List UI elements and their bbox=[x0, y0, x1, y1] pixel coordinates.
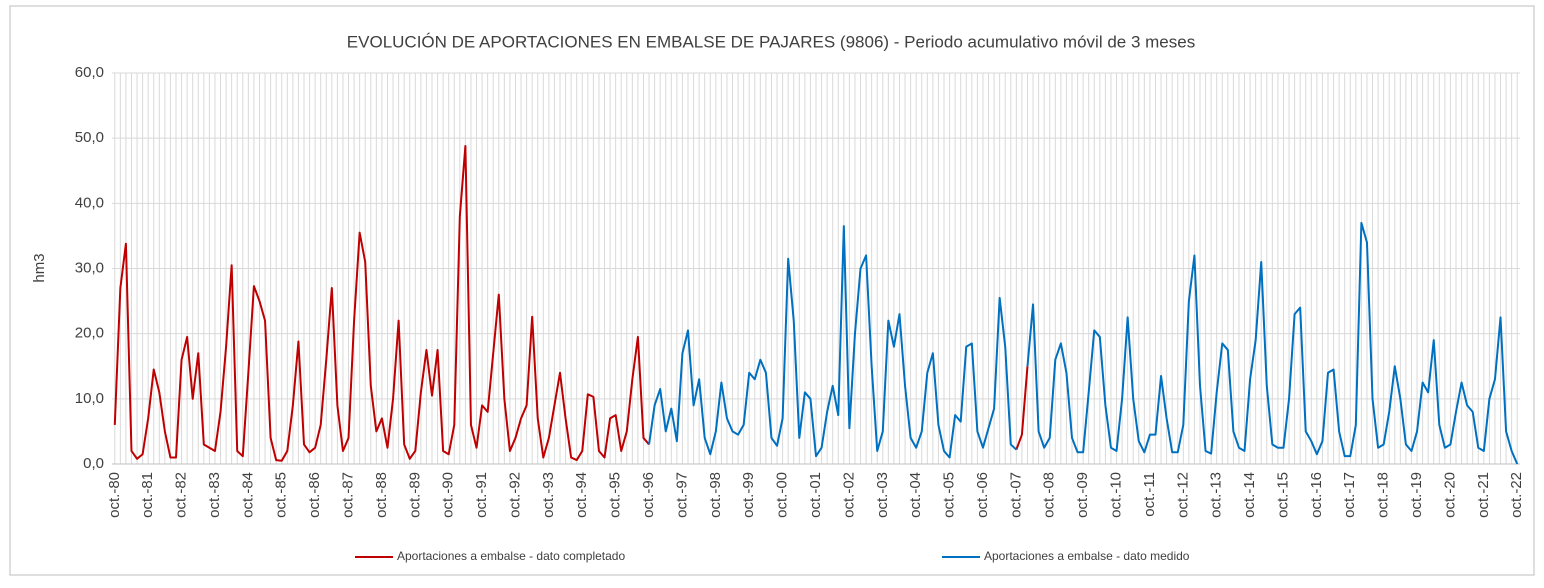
x-tick-label: oct.-05 bbox=[941, 472, 958, 518]
x-tick-label: oct.-90 bbox=[440, 472, 457, 518]
y-tick-label: 0,0 bbox=[83, 455, 104, 472]
x-tick-label: oct.-84 bbox=[239, 472, 256, 518]
x-tick-label: oct.-15 bbox=[1274, 472, 1291, 518]
x-tick-label: oct.-97 bbox=[673, 472, 690, 518]
x-tick-label: oct.-95 bbox=[607, 472, 624, 518]
x-tick-label: oct.-11 bbox=[1141, 472, 1158, 517]
x-tick-label: oct.-85 bbox=[273, 472, 290, 518]
x-tick-label: oct.-86 bbox=[306, 472, 323, 518]
x-tick-label: oct.-00 bbox=[774, 472, 791, 518]
x-tick-label: oct.-12 bbox=[1174, 472, 1191, 518]
x-tick-label: oct.-22 bbox=[1508, 472, 1525, 518]
x-tick-label: oct.-14 bbox=[1241, 472, 1258, 518]
chart-title: EVOLUCIÓN DE APORTACIONES EN EMBALSE DE … bbox=[347, 32, 1195, 51]
x-tick-label: oct.-06 bbox=[974, 472, 991, 518]
x-tick-label: oct.-16 bbox=[1308, 472, 1325, 518]
x-tick-label: oct.-20 bbox=[1441, 472, 1458, 518]
x-tick-label: oct.-18 bbox=[1375, 472, 1392, 518]
series-line bbox=[113, 144, 1029, 462]
x-tick-label: oct.-01 bbox=[807, 472, 824, 518]
y-tick-label: 10,0 bbox=[75, 390, 104, 407]
x-tick-label: oct.-82 bbox=[173, 472, 190, 518]
x-tick-label: oct.-21 bbox=[1475, 472, 1492, 518]
x-tick-label: oct.-81 bbox=[139, 472, 156, 518]
legend-label: Aportaciones a embalse - dato medido bbox=[984, 549, 1190, 563]
series-line bbox=[648, 221, 1519, 465]
x-tick-label: oct.-91 bbox=[473, 472, 490, 518]
x-tick-label: oct.-13 bbox=[1208, 472, 1225, 518]
x-tick-label: oct.-07 bbox=[1007, 472, 1024, 518]
chart-frame bbox=[9, 5, 1535, 576]
x-tick-label: oct.-17 bbox=[1341, 472, 1358, 518]
x-tick-label: oct.-89 bbox=[406, 472, 423, 518]
x-tick-label: oct.-08 bbox=[1041, 472, 1058, 518]
x-tick-label: oct.-09 bbox=[1074, 472, 1091, 518]
x-tick-label: oct.-80 bbox=[106, 472, 123, 518]
y-tick-label: 50,0 bbox=[75, 129, 104, 146]
x-tick-label: oct.-83 bbox=[206, 472, 223, 518]
x-tick-label: oct.-03 bbox=[874, 472, 891, 518]
x-tick-label: oct.-98 bbox=[707, 472, 724, 518]
y-tick-label: 60,0 bbox=[75, 64, 104, 81]
x-tick-label: oct.-88 bbox=[373, 472, 390, 518]
x-tick-label: oct.-04 bbox=[907, 472, 924, 518]
y-axis-label: hm3 bbox=[31, 253, 48, 282]
legend-label: Aportaciones a embalse - dato completado bbox=[397, 549, 625, 563]
x-tick-label: oct.-92 bbox=[506, 472, 523, 518]
y-tick-label: 20,0 bbox=[75, 325, 104, 342]
x-tick-label: oct.-93 bbox=[540, 472, 557, 518]
x-tick-label: oct.-19 bbox=[1408, 472, 1425, 518]
x-tick-label: oct.-02 bbox=[840, 472, 857, 518]
x-tick-label: oct.-10 bbox=[1107, 472, 1124, 518]
x-tick-label: oct.-99 bbox=[740, 472, 757, 518]
x-tick-label: oct.-87 bbox=[339, 472, 356, 518]
y-tick-label: 30,0 bbox=[75, 259, 104, 276]
x-tick-label: oct.-96 bbox=[640, 472, 657, 518]
x-tick-label: oct.-94 bbox=[573, 472, 590, 518]
y-tick-label: 40,0 bbox=[75, 194, 104, 211]
